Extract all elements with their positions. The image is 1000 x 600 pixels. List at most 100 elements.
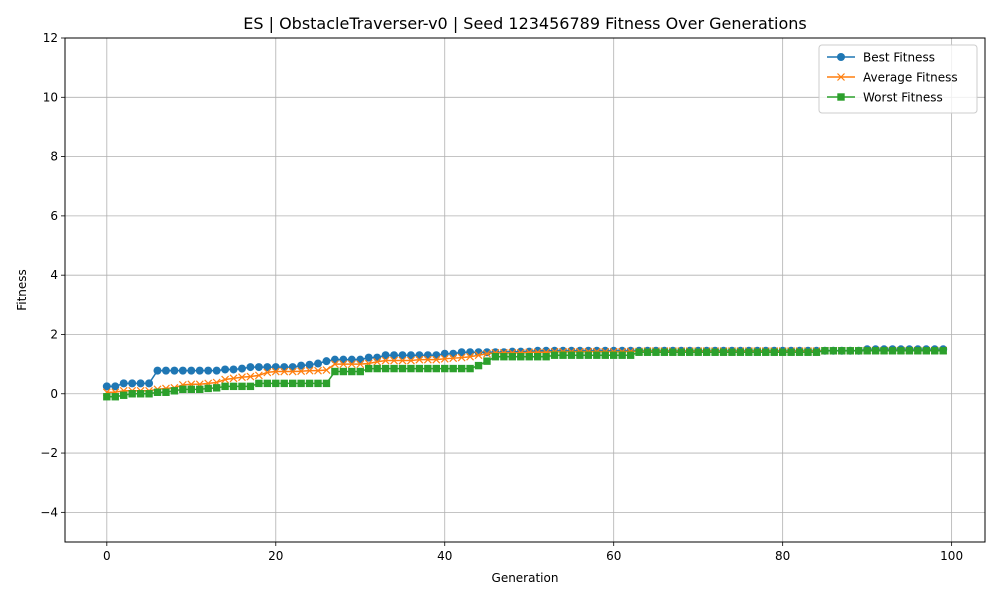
x-axis: 0 20 40 60 80 100: [103, 542, 963, 563]
data-point: [888, 347, 897, 355]
data-point: [407, 364, 415, 373]
data-point: [381, 364, 390, 373]
data-point: [762, 348, 770, 356]
y-axis: −4 −2 0 2 4 6 8 10 12: [40, 31, 65, 519]
data-point: [136, 379, 145, 388]
chart-title: ES | ObstacleTraverser-v0 | Seed 1234567…: [243, 14, 807, 33]
data-point: [111, 382, 120, 391]
data-point: [457, 353, 466, 362]
data-point: [753, 348, 762, 356]
data-point: [567, 351, 576, 359]
legend-marker: [837, 53, 845, 61]
data-point: [229, 365, 238, 374]
data-point: [221, 365, 230, 374]
y-tick-label: 6: [50, 209, 58, 223]
data-point: [440, 354, 449, 363]
legend-marker: [837, 93, 845, 101]
data-point: [694, 348, 702, 356]
series-layer: [102, 345, 948, 401]
data-point: [517, 353, 525, 361]
data-point: [914, 347, 922, 355]
data-point: [162, 388, 170, 396]
data-point: [314, 359, 323, 368]
data-point: [415, 355, 424, 364]
x-tick-label: 40: [437, 549, 452, 563]
data-point: [440, 349, 449, 358]
data-point: [288, 363, 297, 372]
data-point: [601, 351, 609, 359]
data-point: [330, 355, 339, 364]
data-point: [855, 347, 863, 355]
data-point: [136, 390, 145, 398]
data-point: [423, 355, 432, 364]
data-point: [719, 348, 728, 356]
data-point: [804, 348, 812, 356]
y-tick-label: 10: [43, 90, 58, 104]
legend-marker: [837, 73, 845, 81]
data-point: [322, 366, 331, 374]
data-point: [398, 364, 407, 373]
y-tick-label: −4: [40, 505, 58, 519]
data-point: [103, 393, 111, 401]
data-point: [466, 352, 475, 361]
data-point: [432, 364, 440, 373]
data-point: [297, 361, 306, 370]
data-point: [179, 385, 187, 394]
data-point: [120, 391, 128, 399]
data-point: [330, 360, 339, 369]
data-point: [677, 348, 685, 356]
data-point: [423, 351, 432, 360]
data-point: [441, 364, 449, 373]
data-point: [170, 366, 179, 375]
data-point: [246, 382, 255, 391]
data-point: [390, 356, 398, 365]
data-point: [770, 348, 778, 356]
data-point: [550, 351, 559, 359]
data-point: [246, 363, 255, 372]
data-point: [204, 384, 212, 393]
data-point: [897, 347, 905, 355]
data-point: [415, 364, 424, 373]
data-point: [254, 371, 263, 380]
y-tick-label: −2: [40, 446, 58, 460]
data-point: [356, 355, 365, 364]
data-point: [542, 353, 550, 361]
data-point: [161, 366, 170, 375]
data-point: [576, 351, 584, 359]
data-point: [508, 353, 517, 361]
data-point: [238, 373, 246, 382]
data-point: [880, 347, 888, 355]
data-point: [795, 348, 804, 356]
data-point: [483, 349, 491, 358]
data-point: [280, 379, 288, 388]
y-tick-label: 12: [43, 31, 58, 45]
series-line: [106, 349, 944, 394]
plot-frame: [64, 37, 986, 543]
data-point: [398, 356, 407, 365]
data-point: [297, 367, 306, 376]
data-point: [246, 372, 255, 381]
data-point: [339, 355, 348, 364]
data-point: [153, 366, 162, 375]
data-point: [145, 379, 154, 388]
data-point: [347, 360, 356, 369]
data-point: [457, 348, 466, 357]
data-point: [364, 353, 373, 362]
data-point: [838, 347, 846, 355]
x-tick-label: 0: [103, 549, 111, 563]
data-point: [339, 367, 348, 376]
data-point: [525, 353, 533, 361]
data-point: [111, 393, 119, 401]
data-point: [373, 364, 381, 373]
data-point: [212, 366, 221, 375]
data-point: [339, 360, 348, 369]
data-point: [432, 351, 441, 360]
data-point: [381, 351, 390, 360]
data-point: [482, 348, 491, 357]
data-point: [212, 384, 221, 392]
data-point: [238, 382, 246, 391]
data-point: [381, 356, 390, 365]
data-point: [533, 353, 542, 361]
y-axis-label: Fitness: [15, 269, 29, 311]
